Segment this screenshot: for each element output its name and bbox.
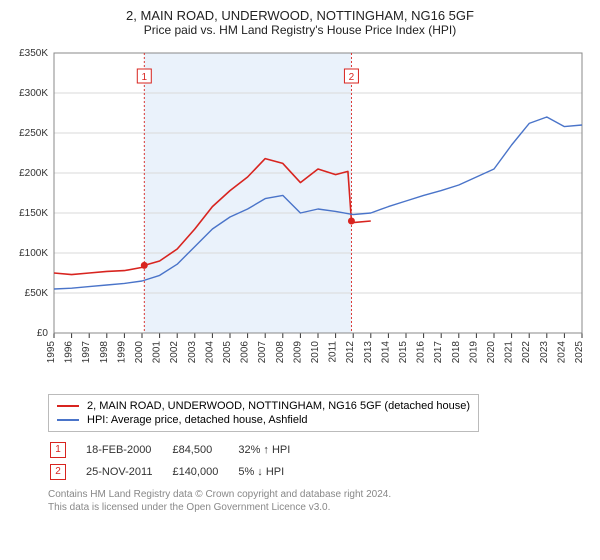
- svg-text:£50K: £50K: [25, 288, 49, 299]
- svg-text:1: 1: [142, 72, 148, 83]
- svg-text:2011: 2011: [328, 341, 339, 363]
- svg-text:£0: £0: [37, 328, 49, 339]
- svg-text:2021: 2021: [504, 341, 515, 364]
- svg-text:2025: 2025: [574, 341, 585, 364]
- svg-text:2022: 2022: [521, 341, 532, 364]
- svg-text:2003: 2003: [187, 341, 198, 364]
- sale-price: £84,500: [172, 440, 236, 460]
- chart-subtitle: Price paid vs. HM Land Registry's House …: [10, 23, 590, 37]
- svg-text:2005: 2005: [222, 341, 233, 364]
- svg-text:2008: 2008: [275, 341, 286, 364]
- svg-text:2004: 2004: [204, 341, 215, 364]
- svg-text:2002: 2002: [169, 341, 180, 364]
- svg-text:2016: 2016: [416, 341, 427, 364]
- sale-date: 18-FEB-2000: [86, 440, 170, 460]
- svg-text:2024: 2024: [556, 341, 567, 364]
- table-row: 2 25-NOV-2011£140,0005% ↓ HPI: [50, 462, 308, 482]
- svg-text:1998: 1998: [99, 341, 110, 364]
- sale-marker-icon: 1: [50, 442, 66, 458]
- sale-delta: 5% ↓ HPI: [238, 462, 308, 482]
- legend-label: HPI: Average price, detached house, Ashf…: [87, 414, 308, 426]
- svg-text:£150K: £150K: [19, 208, 48, 219]
- footnote: Contains HM Land Registry data © Crown c…: [48, 488, 590, 514]
- legend-color-chip: [57, 419, 79, 421]
- svg-text:2001: 2001: [152, 341, 163, 364]
- legend-label: 2, MAIN ROAD, UNDERWOOD, NOTTINGHAM, NG1…: [87, 400, 470, 412]
- legend-row: HPI: Average price, detached house, Ashf…: [57, 413, 470, 427]
- svg-text:2023: 2023: [539, 341, 550, 364]
- chart-title: 2, MAIN ROAD, UNDERWOOD, NOTTINGHAM, NG1…: [10, 8, 590, 23]
- svg-text:£250K: £250K: [19, 128, 48, 139]
- sale-delta: 32% ↑ HPI: [238, 440, 308, 460]
- svg-text:2007: 2007: [257, 341, 268, 364]
- svg-text:2019: 2019: [468, 341, 479, 364]
- legend-color-chip: [57, 405, 79, 407]
- svg-text:1995: 1995: [46, 341, 57, 364]
- svg-text:1997: 1997: [81, 341, 92, 364]
- svg-text:2000: 2000: [134, 341, 145, 364]
- svg-text:£100K: £100K: [19, 248, 48, 259]
- svg-text:2: 2: [349, 72, 355, 83]
- svg-text:2015: 2015: [398, 341, 409, 364]
- sale-marker-icon: 2: [50, 464, 66, 480]
- svg-text:£200K: £200K: [19, 168, 48, 179]
- svg-text:£300K: £300K: [19, 88, 48, 99]
- svg-text:2017: 2017: [433, 341, 444, 364]
- table-row: 1 18-FEB-2000£84,50032% ↑ HPI: [50, 440, 308, 460]
- sales-table: 1 18-FEB-2000£84,50032% ↑ HPI 2 25-NOV-2011…: [48, 438, 310, 484]
- svg-text:1996: 1996: [64, 341, 75, 364]
- legend: 2, MAIN ROAD, UNDERWOOD, NOTTINGHAM, NG1…: [48, 394, 479, 432]
- svg-text:2020: 2020: [486, 341, 497, 364]
- svg-text:2006: 2006: [240, 341, 251, 364]
- svg-text:£350K: £350K: [19, 48, 48, 59]
- svg-text:2018: 2018: [451, 341, 462, 364]
- svg-text:2010: 2010: [310, 341, 321, 364]
- svg-text:1999: 1999: [116, 341, 127, 364]
- line-chart: £0 £50K £100K £150K £200K £250K £300K £350K 1995…: [10, 43, 590, 388]
- sale-price: £140,000: [172, 462, 236, 482]
- svg-text:2014: 2014: [380, 341, 391, 364]
- sale-date: 25-NOV-2011: [86, 462, 170, 482]
- svg-text:2013: 2013: [363, 341, 374, 364]
- svg-text:2012: 2012: [345, 341, 356, 364]
- legend-row: 2, MAIN ROAD, UNDERWOOD, NOTTINGHAM, NG1…: [57, 399, 470, 413]
- svg-text:2009: 2009: [292, 341, 303, 364]
